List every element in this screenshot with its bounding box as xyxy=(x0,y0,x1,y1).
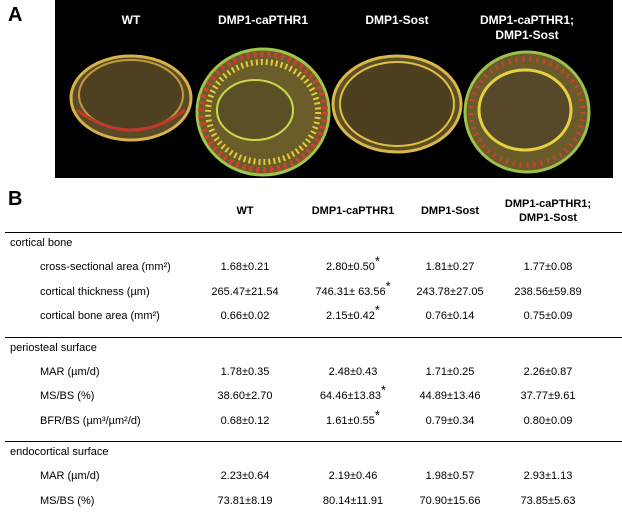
cell: 1.68±0.21 xyxy=(180,261,310,273)
cell-value: 2.80±0.50 xyxy=(326,261,375,273)
cell: 80.14±11.91 xyxy=(288,495,418,507)
column-label: DMP1-caPTHR1 xyxy=(217,13,309,27)
cell-value: 0.66±0.02 xyxy=(220,310,270,322)
cell-value: 243.78±27.05 xyxy=(416,285,484,298)
cell: 73.81±8.19 xyxy=(180,495,310,507)
column-header: DMP1-caPTHR1; DMP1-Sost xyxy=(504,198,592,224)
significance-mark: * xyxy=(385,277,391,293)
cell: 1.77±0.08 xyxy=(483,261,613,273)
rule xyxy=(5,441,622,442)
cell: 746.31± 63.56* xyxy=(288,279,418,298)
cell-value: 0.76±0.14 xyxy=(425,310,475,322)
cell: 70.90±15.66 xyxy=(385,495,515,507)
column-header: DMP1-Sost xyxy=(420,205,480,217)
panel-label: A xyxy=(8,4,23,26)
cell: 0.68±0.12 xyxy=(180,415,310,427)
cell: 0.75±0.09 xyxy=(483,310,613,322)
cell: 1.71±0.25 xyxy=(385,366,515,378)
cell-value: 2.15±0.42 xyxy=(326,310,375,322)
cell: 2.93±1.13 xyxy=(483,470,613,482)
cell-value: 73.85±5.63 xyxy=(520,494,576,507)
cell-value: 265.47±21.54 xyxy=(211,285,279,298)
cell-value: 80.14±11.91 xyxy=(322,494,384,507)
cell: 2.19±0.46 xyxy=(288,470,418,482)
cell-value: 1.78±0.35 xyxy=(220,365,270,378)
cell-value: 1.77±0.08 xyxy=(523,261,573,273)
cell-value: 2.93±1.13 xyxy=(523,470,573,482)
column-header: WT xyxy=(236,205,254,217)
cell: 64.46±13.83* xyxy=(288,383,418,402)
micrographs xyxy=(55,0,613,178)
row-label: MS/BS (%) xyxy=(40,494,95,507)
cell-value: 746.31± 63.56 xyxy=(315,285,386,298)
cell: 0.79±0.34 xyxy=(385,415,515,427)
cell: 73.85±5.63 xyxy=(483,495,613,507)
section-title: endocortical surface xyxy=(10,446,109,458)
column-label: DMP1-Sost xyxy=(365,13,429,27)
rule xyxy=(5,336,622,338)
cell: 2.80±0.50* xyxy=(288,254,418,273)
cell: 1.61±0.55* xyxy=(288,408,418,427)
cell-value: 1.71±0.25 xyxy=(425,365,475,378)
cell-value: 1.81±0.27 xyxy=(425,261,475,273)
cell-value: 1.68±0.21 xyxy=(220,261,270,273)
cell: 0.66±0.02 xyxy=(180,310,310,322)
row-label: MAR (µm/d) xyxy=(40,470,100,482)
section-title: cortical bone xyxy=(10,237,73,249)
row-label: MAR (µm/d) xyxy=(40,365,100,378)
cell: 2.48±0.43 xyxy=(288,366,418,378)
cell-value: 37.77±9.61 xyxy=(520,390,576,402)
cell: 0.80±0.09 xyxy=(483,415,613,427)
cell-value: 0.68±0.12 xyxy=(220,414,270,427)
cell-value: 2.26±0.87 xyxy=(523,365,573,378)
cell-value: 73.81±8.19 xyxy=(217,494,273,507)
column-label: WT xyxy=(121,13,141,27)
column-label: DMP1-caPTHR1; DMP1-Sost xyxy=(479,13,575,42)
cell: 2.26±0.87 xyxy=(483,366,613,378)
cell-value: 2.48±0.43 xyxy=(328,365,378,378)
section-title: periosteal surface xyxy=(10,341,97,354)
cell: 1.81±0.27 xyxy=(385,261,515,273)
cell: 44.89±13.46 xyxy=(385,390,515,402)
cell-value: 1.98±0.57 xyxy=(425,470,475,482)
significance-mark: * xyxy=(374,253,380,269)
cell: 265.47±21.54 xyxy=(180,286,310,298)
cell: 1.98±0.57 xyxy=(385,470,515,482)
cell: 2.15±0.42* xyxy=(288,303,418,322)
column-header: DMP1-caPTHR1 xyxy=(311,205,395,217)
row-label: BFR/BS (µm³/µm²/d) xyxy=(40,414,141,427)
cell: 1.78±0.35 xyxy=(180,366,310,378)
cell-value: 1.61±0.55 xyxy=(326,414,375,427)
panel-label: B xyxy=(8,188,23,210)
significance-mark: * xyxy=(374,406,380,422)
cell-value: 44.89±13.46 xyxy=(419,390,481,402)
significance-mark: * xyxy=(381,382,387,398)
cell: 37.77±9.61 xyxy=(483,390,613,402)
cell-value: 64.46±13.83 xyxy=(319,390,382,402)
cell-value: 0.79±0.34 xyxy=(425,414,475,427)
cell-value: 2.19±0.46 xyxy=(328,470,378,482)
row-label: cross-sectional area (mm²) xyxy=(40,261,171,273)
rule xyxy=(5,232,622,233)
cell: 2.23±0.64 xyxy=(180,470,310,482)
cell: 238.56±59.89 xyxy=(483,286,613,298)
cell: 243.78±27.05 xyxy=(385,286,515,298)
row-label: cortical bone area (mm²) xyxy=(40,310,160,322)
cell-value: 70.90±15.66 xyxy=(419,494,481,507)
row-label: MS/BS (%) xyxy=(40,390,95,402)
cell: 0.76±0.14 xyxy=(385,310,515,322)
row-label: cortical thickness (µm) xyxy=(40,285,150,298)
cell-value: 2.23±0.64 xyxy=(220,470,270,482)
cell-value: 238.56±59.89 xyxy=(514,285,582,298)
cell-value: 38.60±2.70 xyxy=(217,390,273,402)
cell-value: 0.80±0.09 xyxy=(523,414,573,427)
cell: 38.60±2.70 xyxy=(180,390,310,402)
cell-value: 0.75±0.09 xyxy=(523,310,573,322)
significance-mark: * xyxy=(374,302,380,318)
